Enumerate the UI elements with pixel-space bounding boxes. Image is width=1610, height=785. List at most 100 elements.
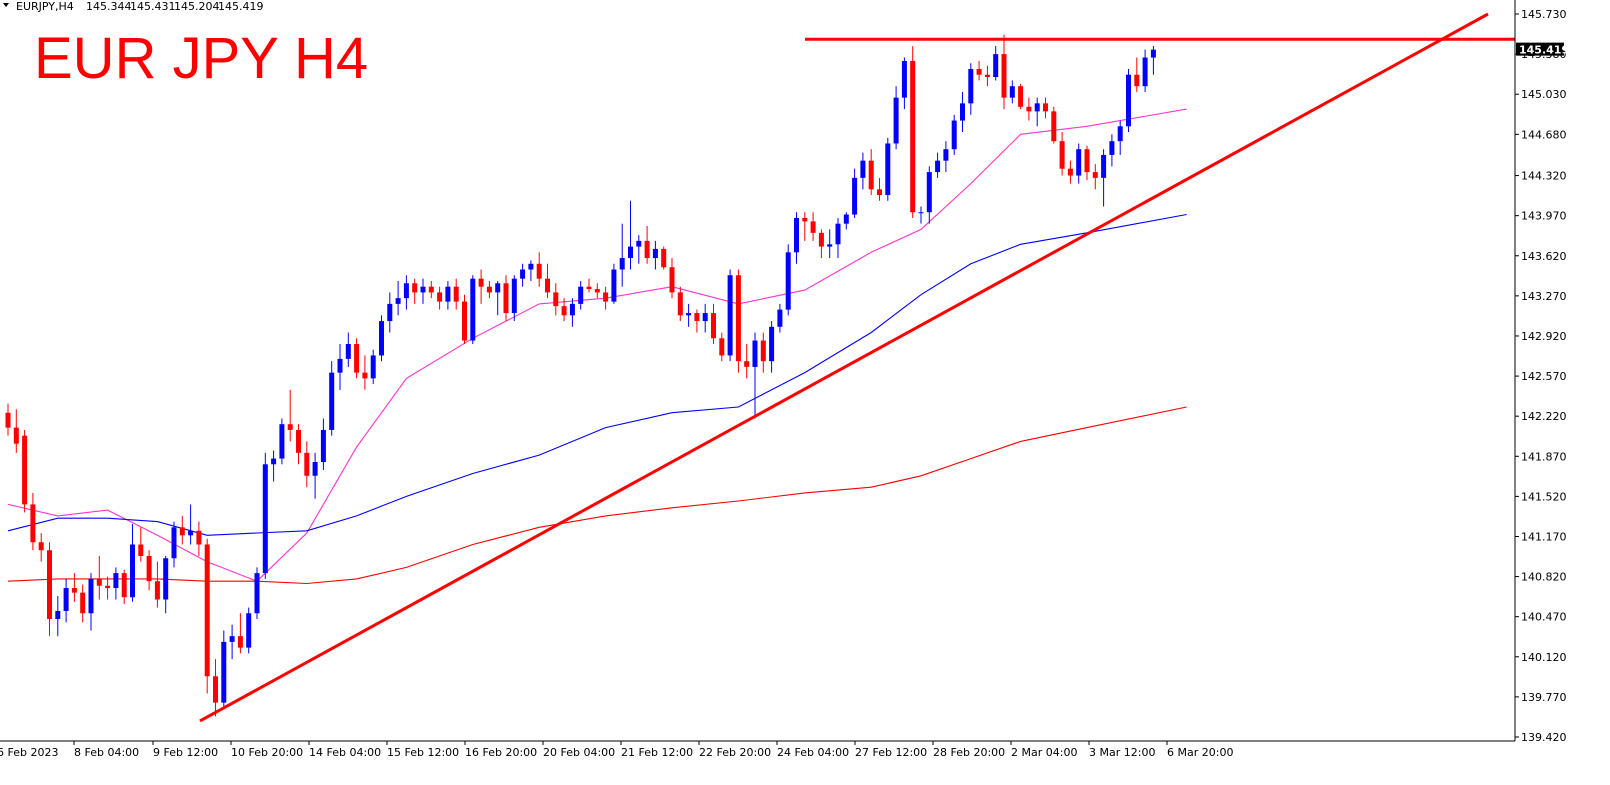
candle bbox=[254, 567, 260, 619]
candle-body bbox=[1034, 103, 1040, 112]
candle bbox=[329, 361, 335, 436]
candle bbox=[594, 283, 600, 299]
candle bbox=[1109, 134, 1115, 167]
candle bbox=[569, 298, 575, 327]
candle bbox=[1026, 97, 1032, 121]
candle-body bbox=[536, 263, 542, 279]
price-tick-label: 143.270 bbox=[1521, 290, 1567, 303]
candle-body bbox=[179, 527, 185, 536]
candle bbox=[1117, 120, 1123, 155]
candle bbox=[951, 114, 957, 155]
candle-body bbox=[711, 313, 716, 339]
candle-body bbox=[304, 452, 310, 476]
time-axis[interactable]: 6 Feb 2023 8 Feb 04:00 9 Feb 12:00 10 Feb 2… bbox=[0, 741, 1233, 759]
current-price-marker: 145.419 bbox=[1516, 42, 1569, 57]
candle-body bbox=[752, 340, 758, 367]
candle-body bbox=[619, 258, 625, 270]
candle bbox=[868, 149, 874, 196]
candle bbox=[453, 278, 459, 310]
candle-body bbox=[204, 544, 210, 677]
candle-body bbox=[818, 232, 824, 247]
candle bbox=[279, 418, 285, 465]
candle-body bbox=[88, 578, 94, 614]
candle-body bbox=[702, 313, 708, 322]
candle-body bbox=[437, 292, 443, 302]
candle bbox=[63, 578, 69, 623]
candle-body bbox=[843, 214, 849, 224]
candle-body bbox=[511, 278, 517, 314]
candle bbox=[545, 263, 550, 299]
candle-body bbox=[196, 530, 202, 545]
candle bbox=[1092, 164, 1098, 190]
candle bbox=[719, 332, 725, 362]
candle bbox=[478, 269, 484, 304]
candle-body bbox=[130, 544, 135, 598]
candle-body bbox=[868, 160, 874, 190]
candle-body bbox=[1117, 126, 1123, 142]
candle bbox=[96, 555, 102, 600]
candle-body bbox=[138, 544, 144, 556]
candle bbox=[196, 521, 202, 556]
candle-body bbox=[984, 74, 990, 78]
candle-body bbox=[1126, 74, 1131, 127]
candle bbox=[428, 280, 434, 299]
price-tick-label: 143.620 bbox=[1521, 250, 1567, 263]
candle bbox=[287, 389, 293, 442]
chart-menu-arrow-icon[interactable] bbox=[3, 3, 9, 7]
candle bbox=[943, 141, 949, 173]
candle-body bbox=[794, 217, 799, 253]
candle bbox=[976, 60, 982, 81]
time-tick-label: 14 Feb 04:00 bbox=[309, 746, 381, 759]
candle-body bbox=[1134, 74, 1140, 87]
candle-body bbox=[287, 424, 293, 430]
candle bbox=[1134, 57, 1140, 92]
candle bbox=[843, 212, 849, 230]
candle-body bbox=[960, 103, 965, 121]
candle bbox=[495, 280, 501, 316]
candle-body bbox=[885, 143, 891, 196]
drawn-trendlines[interactable] bbox=[199, 12, 1515, 723]
candle bbox=[893, 86, 899, 150]
candle-body bbox=[395, 298, 401, 304]
candle-body bbox=[926, 172, 932, 213]
candle-body bbox=[254, 573, 260, 614]
candle bbox=[794, 212, 799, 264]
candle bbox=[88, 573, 94, 631]
candle-body bbox=[320, 429, 326, 463]
candle-body bbox=[221, 641, 227, 703]
candle bbox=[437, 286, 443, 310]
candle-body bbox=[578, 286, 584, 304]
candle-body bbox=[935, 160, 941, 173]
candle-body bbox=[312, 462, 318, 476]
candle bbox=[1018, 83, 1024, 110]
candle bbox=[412, 278, 418, 304]
candle bbox=[1101, 149, 1107, 207]
time-tick-label: 6 Mar 20:00 bbox=[1167, 746, 1233, 759]
candle-body bbox=[777, 309, 783, 327]
price-tick-label: 143.970 bbox=[1521, 210, 1567, 223]
price-tick-label: 144.320 bbox=[1521, 170, 1567, 183]
candle-body bbox=[901, 60, 907, 98]
candle bbox=[55, 596, 61, 637]
candle-body bbox=[246, 613, 252, 648]
candle-body bbox=[354, 343, 360, 373]
candle bbox=[960, 91, 965, 133]
candle-body bbox=[918, 212, 924, 214]
candle-body bbox=[1009, 86, 1015, 98]
candle-body bbox=[420, 286, 426, 293]
candle bbox=[1043, 97, 1048, 119]
candle bbox=[179, 515, 185, 545]
candle-body bbox=[594, 288, 600, 293]
candle bbox=[71, 573, 77, 602]
candle bbox=[1084, 145, 1090, 181]
candle bbox=[752, 332, 758, 419]
price-tick-label: 144.680 bbox=[1521, 128, 1567, 141]
candle bbox=[5, 403, 11, 436]
candle-body bbox=[503, 283, 509, 314]
candle-body bbox=[993, 54, 999, 78]
candle-body bbox=[785, 252, 791, 310]
header-low: 145.204 bbox=[174, 0, 220, 13]
ascending-trendline[interactable] bbox=[199, 12, 1489, 723]
candle-body bbox=[735, 275, 741, 362]
